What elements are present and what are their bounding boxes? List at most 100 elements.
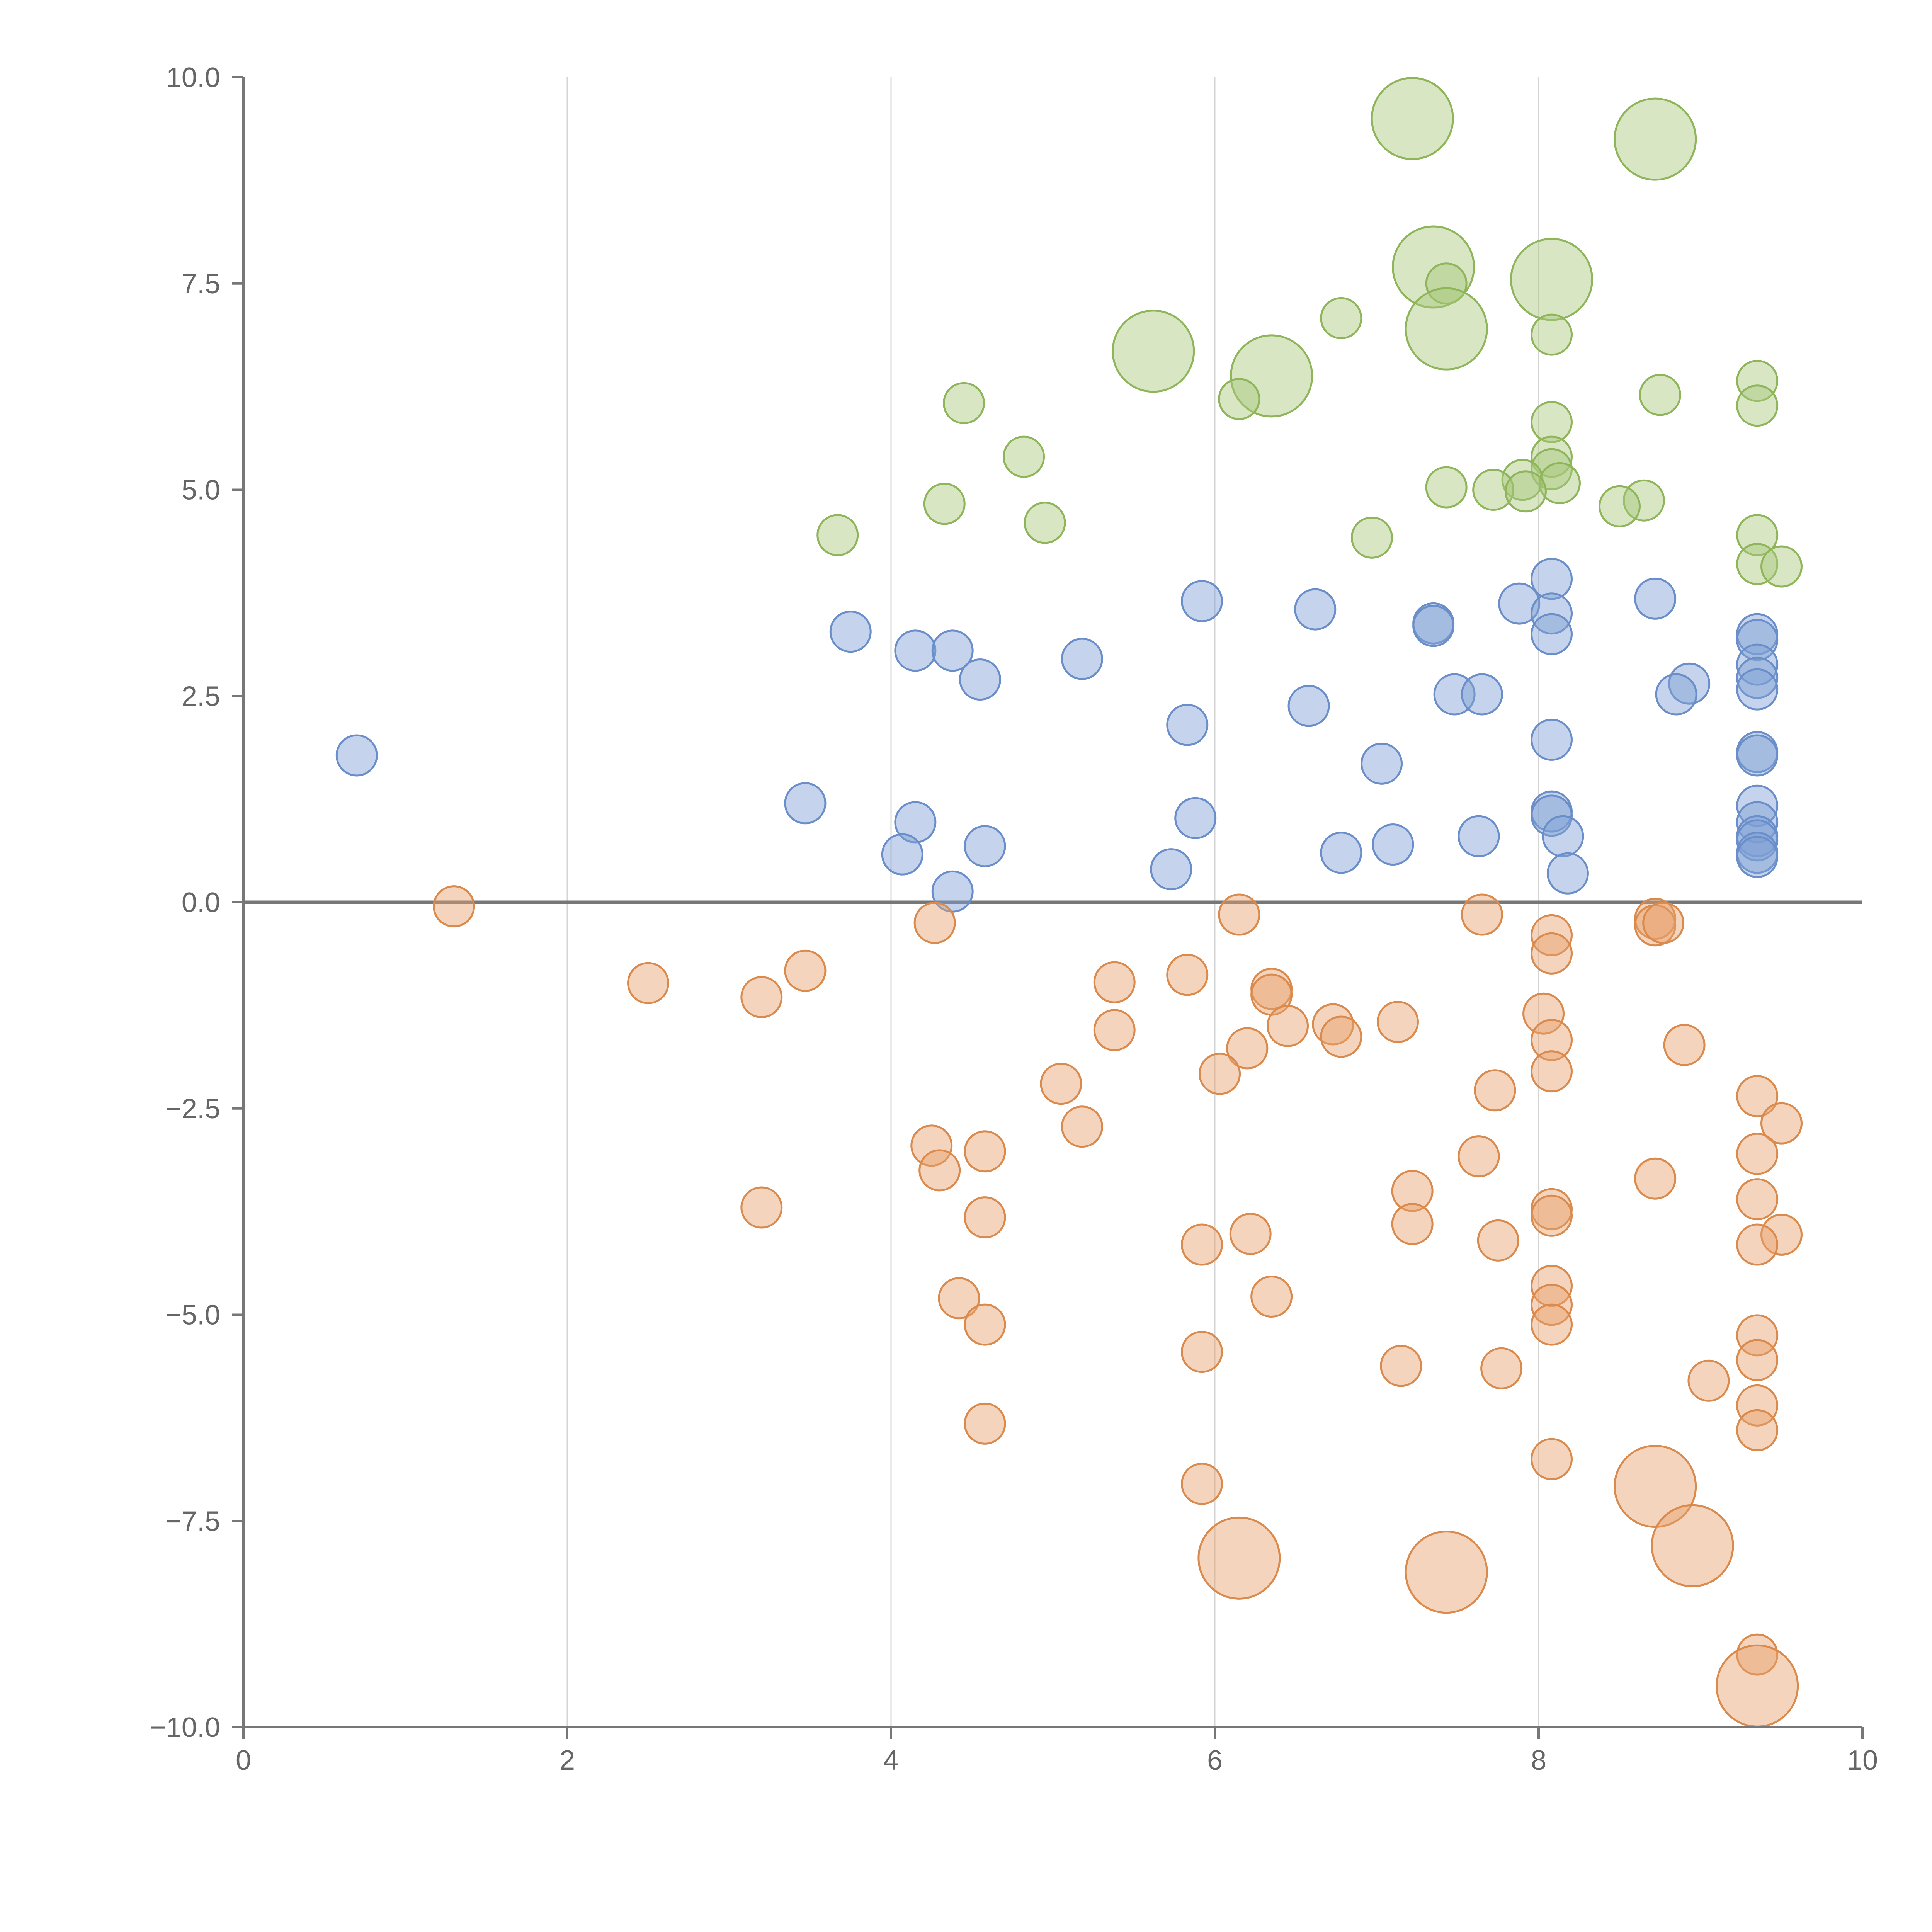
bubble-point — [1634, 577, 1677, 620]
bubble-point — [1180, 1463, 1223, 1505]
bubble-point — [1760, 1102, 1803, 1145]
bubble-point — [1663, 1024, 1706, 1066]
bubble-point — [1230, 334, 1313, 418]
bubble-point — [1642, 901, 1685, 944]
bubble-point — [1736, 1314, 1779, 1357]
bubble-point — [1504, 470, 1547, 513]
y-tick-label: 5.0 — [182, 475, 220, 506]
bubble-point — [1461, 893, 1503, 936]
bubble-point — [1150, 848, 1192, 891]
bubble-point — [894, 629, 937, 672]
bubble-point — [943, 382, 985, 424]
bubble-point — [784, 782, 827, 825]
bubble-point — [1736, 734, 1779, 777]
bubble-point — [740, 1186, 783, 1229]
bubble-point — [1736, 1133, 1779, 1175]
bubble-point — [1166, 704, 1209, 746]
y-tick-label: −7.5 — [165, 1506, 220, 1537]
x-tick-label: 6 — [1207, 1745, 1223, 1776]
bubble-point — [740, 976, 783, 1019]
bubble-point — [1736, 1178, 1779, 1221]
bubble-point — [1736, 819, 1779, 862]
bubble-point — [1510, 238, 1594, 321]
y-tick-label: −10.0 — [150, 1712, 220, 1743]
bubble-point — [881, 833, 923, 876]
bubble-point — [816, 514, 859, 556]
bubble-point — [1498, 582, 1541, 625]
bubble-point — [1040, 1063, 1082, 1105]
bubble-point — [1716, 1644, 1799, 1728]
bubble-point — [1061, 638, 1103, 680]
bubble-point — [1166, 954, 1209, 996]
bubble-point — [1736, 836, 1779, 878]
x-tick-label: 4 — [883, 1745, 899, 1776]
bubble-point — [1371, 77, 1454, 160]
bubble-point — [1639, 374, 1681, 416]
bubble-point — [1294, 588, 1337, 631]
bubble-point — [1472, 469, 1515, 511]
bubble-point — [1391, 1203, 1434, 1245]
bubble-point — [1458, 815, 1500, 857]
x-tick-label: 0 — [236, 1745, 251, 1776]
bubble-layer — [335, 77, 1803, 1728]
y-tick-label: 0.0 — [182, 887, 220, 918]
bubble-point — [1531, 794, 1573, 837]
bubble-point — [1522, 992, 1565, 1035]
bubble-point — [1391, 1170, 1434, 1212]
bubble-point — [1380, 1345, 1422, 1387]
bubble-point — [627, 962, 669, 1004]
bubble-point — [1405, 287, 1488, 371]
bubble-point — [923, 483, 966, 525]
bubble-point — [1736, 619, 1779, 661]
bubble-point — [910, 1124, 953, 1167]
bubble-point — [1425, 262, 1468, 305]
bubble-point — [894, 801, 937, 844]
y-tick-label: 7.5 — [182, 269, 220, 299]
y-tick-label: 2.5 — [182, 681, 220, 712]
bubble-point — [1736, 384, 1779, 427]
bubble-point — [1093, 961, 1136, 1003]
bubble-point — [931, 629, 974, 672]
bubble-point — [1531, 1050, 1573, 1093]
bubble-point — [1634, 1157, 1677, 1200]
bubble-point — [1267, 1005, 1309, 1047]
bubble-point — [1622, 479, 1665, 522]
bubble-point — [1003, 435, 1045, 478]
bubble-point — [1312, 1003, 1354, 1046]
bubble-point — [1531, 558, 1573, 600]
bubble-point — [1736, 656, 1779, 699]
bubble-point — [1320, 1015, 1362, 1058]
bubble-point — [1531, 914, 1573, 956]
bubble-point — [1736, 1384, 1779, 1427]
bubble-point — [829, 611, 872, 653]
bubble-point — [1350, 516, 1393, 559]
bubble-point — [1477, 1219, 1519, 1262]
bubble-point — [1197, 1516, 1281, 1600]
bubble-point — [1531, 1265, 1573, 1307]
bubble-point — [964, 1402, 1006, 1445]
bubble-point — [1614, 97, 1697, 181]
bubble-point — [1760, 545, 1803, 588]
y-tick-label: 10.0 — [166, 62, 220, 93]
bubble-point — [1250, 1276, 1293, 1318]
bubble-point — [1376, 1001, 1419, 1043]
bubble-point — [1112, 310, 1195, 393]
bubble-point — [1412, 605, 1455, 647]
bubble-point — [1531, 1438, 1573, 1480]
bubble-point — [1538, 462, 1581, 504]
bubble-point — [1736, 1075, 1779, 1117]
bubble-point — [1736, 801, 1779, 844]
bubble-point — [1599, 485, 1641, 527]
bubble-point — [913, 901, 956, 944]
bubble-point — [964, 1196, 1006, 1239]
bubble-point — [1361, 742, 1403, 785]
bubble-point — [1180, 1331, 1223, 1373]
bubble-point — [1760, 1213, 1803, 1256]
bubble-point — [1474, 1069, 1516, 1112]
axes — [232, 76, 1864, 1739]
bubble-point — [1372, 823, 1414, 866]
x-tick-label: 8 — [1531, 1745, 1546, 1776]
bubble-point — [1531, 1194, 1573, 1237]
bubble-point — [1736, 514, 1779, 556]
bubble-point — [1736, 1223, 1779, 1266]
